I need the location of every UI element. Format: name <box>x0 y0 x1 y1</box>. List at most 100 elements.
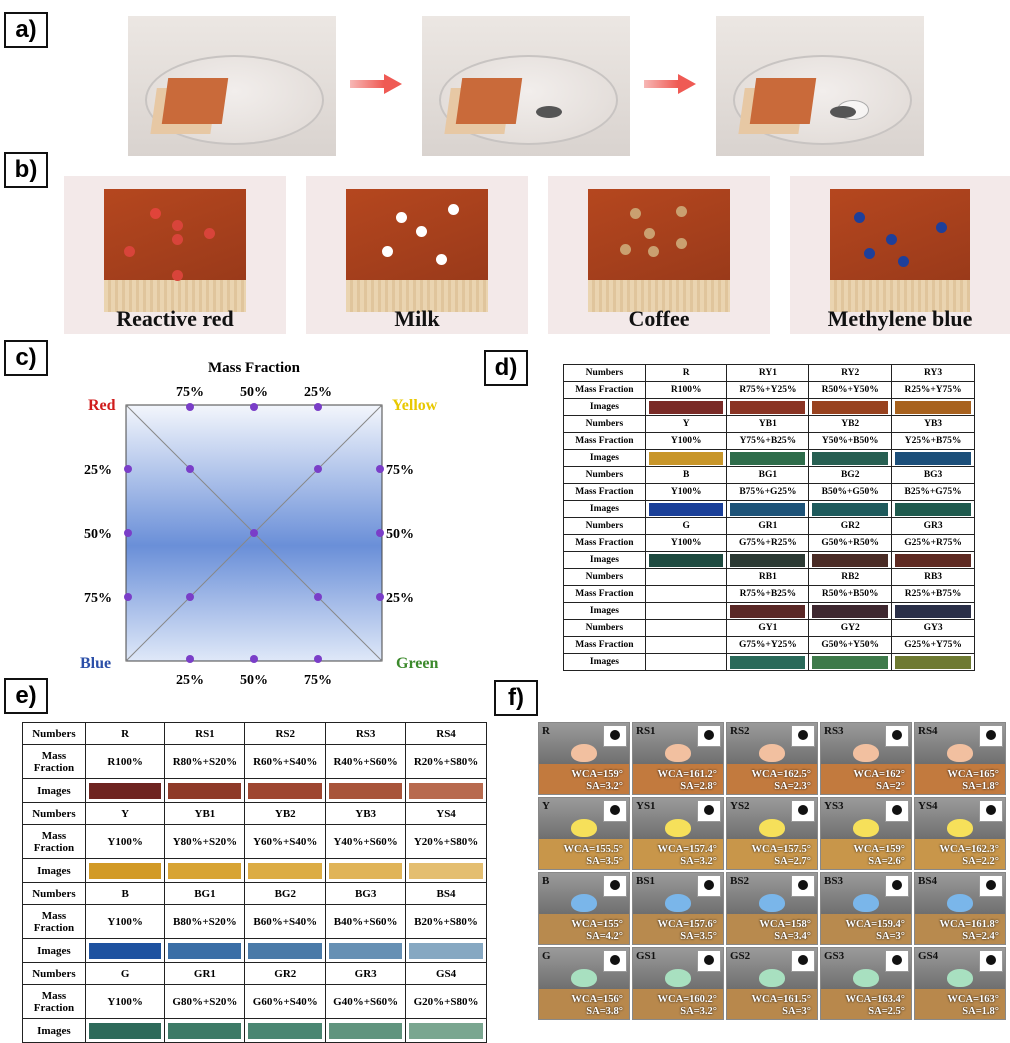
table-cell: G20%+S80% <box>405 984 487 1019</box>
table-row: Mass Fraction R100% R80%+S20% R60%+S40% R40%… <box>22 744 487 779</box>
table-row: Mass Fraction R75%+B25% R50%+B50% R25%+B75% <box>563 585 975 603</box>
table-cell: YB3 <box>891 415 975 433</box>
panel-label-b: b) <box>4 152 48 188</box>
water-droplet <box>947 819 974 838</box>
sa-value: SA=2° <box>876 781 905 792</box>
sample-name: R <box>542 725 550 737</box>
wca-image: B WCA=155° SA=4.2° <box>538 872 630 945</box>
image-cell <box>84 938 166 963</box>
wca-image: RS2 WCA=162.5° SA=2.3° <box>726 722 818 795</box>
image-cell <box>808 398 893 416</box>
wca-image: BS4 WCA=161.8° SA=2.4° <box>914 872 1006 945</box>
water-droplet <box>665 894 692 913</box>
table-row: Mass Fraction Y100% Y80%+S20% Y60%+S40% Y40%… <box>22 824 487 859</box>
color-swatch <box>248 942 323 959</box>
sample-name: Y <box>542 800 550 812</box>
sa-value: SA=3.2° <box>680 856 717 867</box>
image-cell <box>84 778 166 803</box>
point-bottom-3 <box>314 655 322 663</box>
table-cell: G25%+Y75% <box>891 636 975 654</box>
table-row: Images <box>563 500 975 518</box>
table-cell: B50%+G50% <box>808 483 893 501</box>
table-cell: G80%+S20% <box>164 984 246 1019</box>
table-cell: RS2 <box>244 722 327 745</box>
row-header: Numbers <box>563 415 646 433</box>
table-row: Images <box>563 398 975 416</box>
table-row: Numbers RB1 RB2 RB3 <box>563 568 975 586</box>
table-cell: YB3 <box>325 802 407 825</box>
wca-image: GS1 WCA=160.2° SA=3.2° <box>632 947 724 1020</box>
row-header: Numbers <box>563 619 646 637</box>
panel-label-f: f) <box>494 680 538 716</box>
table-cell: GY1 <box>726 619 810 637</box>
milk-photo: Milk <box>306 176 528 334</box>
color-swatch <box>88 782 162 799</box>
row-header: Images <box>22 858 86 883</box>
table-cell: B20%+S80% <box>405 904 487 939</box>
table-cell: BG1 <box>726 466 810 484</box>
color-swatch <box>812 655 889 669</box>
coffee-photo: Coffee <box>548 176 770 334</box>
color-swatch <box>730 553 806 567</box>
image-cell <box>164 1018 246 1043</box>
wca-value: WCA=162.5° <box>751 769 811 780</box>
image-cell <box>244 778 327 803</box>
wca-image: GS3 WCA=163.4° SA=2.5° <box>820 947 912 1020</box>
image-cell <box>164 938 246 963</box>
color-swatch <box>88 1022 162 1039</box>
right-tick-1: 75% <box>386 463 414 478</box>
water-droplet <box>853 894 880 913</box>
sample-name: BS4 <box>918 875 937 887</box>
row-header: Mass Fraction <box>563 483 646 501</box>
color-swatch <box>168 782 242 799</box>
color-swatch <box>248 862 323 879</box>
table-cell: Y100% <box>84 904 166 939</box>
table-row: Numbers G GR1 GR2 GR3 GS4 <box>22 962 487 985</box>
row-header: Mass Fraction <box>563 534 646 552</box>
image-cell <box>891 653 975 671</box>
image-cell <box>644 500 728 518</box>
table-row: Numbers Y YB1 YB2 YB3 <box>563 415 975 433</box>
point-right-1 <box>376 465 384 473</box>
table-row: Mass Fraction R100% R75%+Y25% R50%+Y50% R25%… <box>563 381 975 399</box>
water-droplet <box>665 969 692 988</box>
wca-value: WCA=162.3° <box>939 844 999 855</box>
sample-name: GS1 <box>636 950 657 962</box>
table-row: Mass Fraction Y100% Y75%+B25% Y50%+B50% Y25%… <box>563 432 975 450</box>
table-cell: RS1 <box>164 722 246 745</box>
contact-angle-inset <box>885 725 909 747</box>
image-cell <box>891 500 975 518</box>
bottom-tick-1: 25% <box>176 673 204 688</box>
color-swatch <box>329 862 403 879</box>
color-swatch <box>329 782 403 799</box>
table-cell: BG3 <box>891 466 975 484</box>
color-swatch <box>895 400 971 414</box>
point-bottom-2 <box>250 655 258 663</box>
color-swatch <box>895 451 971 465</box>
row-header: Images <box>22 778 86 803</box>
table-cell: B <box>644 466 728 484</box>
water-droplet <box>947 969 974 988</box>
row-header: Numbers <box>22 722 86 745</box>
table-row: Mass Fraction Y100% G80%+S20% G60%+S40% G40%… <box>22 984 487 1019</box>
point-bottom-1 <box>186 655 194 663</box>
table-cell: Y100% <box>644 432 728 450</box>
table-cell: RB3 <box>891 568 975 586</box>
color-swatch <box>248 1022 323 1039</box>
table-row: Numbers R RY1 RY2 RY3 <box>563 364 975 382</box>
panel-label-d: d) <box>484 350 528 386</box>
table-cell: G50%+Y50% <box>808 636 893 654</box>
caption-coffee: Coffee <box>628 306 690 331</box>
sample-name: G <box>542 950 551 962</box>
sa-value: SA=3.5° <box>586 856 623 867</box>
image-cell <box>726 551 810 569</box>
water-droplet <box>665 819 692 838</box>
image-cell <box>325 778 407 803</box>
image-cell <box>726 449 810 467</box>
point-top-1 <box>186 403 194 411</box>
image-cell <box>405 938 487 963</box>
table-cell: B <box>84 882 166 905</box>
table-cell: G60%+S40% <box>244 984 327 1019</box>
wca-image: YS2 WCA=157.5° SA=2.7° <box>726 797 818 870</box>
table-cell: R25%+B75% <box>891 585 975 603</box>
